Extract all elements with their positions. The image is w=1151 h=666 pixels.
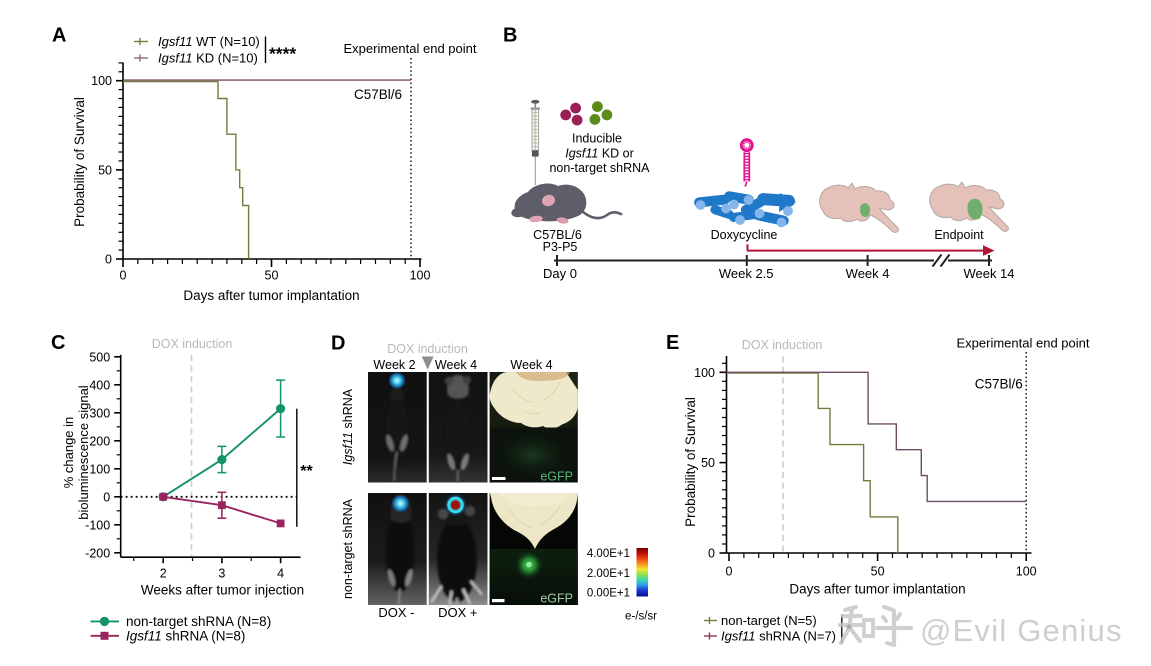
svg-text:Inducible: Inducible xyxy=(572,132,622,146)
svg-text:4.00E+1: 4.00E+1 xyxy=(587,548,630,560)
svg-text:e-/s/sr: e-/s/sr xyxy=(625,611,657,623)
svg-text:Days after tumor implantation: Days after tumor implantation xyxy=(789,582,965,597)
svg-text:DOX +: DOX + xyxy=(438,605,477,620)
svg-text:100: 100 xyxy=(1016,565,1037,579)
svg-text:P3-P5: P3-P5 xyxy=(543,240,578,254)
svg-text:B: B xyxy=(503,25,517,47)
svg-text:Experimental end point: Experimental end point xyxy=(957,336,1090,351)
svg-text:C: C xyxy=(51,332,65,354)
svg-text:**: ** xyxy=(300,463,313,480)
svg-text:400: 400 xyxy=(89,378,110,392)
svg-text:% change in: % change in xyxy=(61,417,76,489)
svg-text:Probability of Survival: Probability of Survival xyxy=(72,97,87,227)
svg-text:Week 4: Week 4 xyxy=(846,266,890,281)
svg-text:4: 4 xyxy=(277,567,284,581)
svg-text:-100: -100 xyxy=(85,518,110,532)
svg-text:Endpoint: Endpoint xyxy=(934,228,984,242)
svg-text:Week 2: Week 2 xyxy=(373,358,415,372)
svg-text:-200: -200 xyxy=(85,546,110,560)
svg-text:Experimental end point: Experimental end point xyxy=(344,41,477,56)
svg-text:0: 0 xyxy=(708,547,715,561)
svg-text:100: 100 xyxy=(694,366,715,380)
svg-text:0: 0 xyxy=(103,490,110,504)
svg-text:200: 200 xyxy=(89,434,110,448)
svg-text:E: E xyxy=(666,332,679,354)
svg-text:non-target shRNA: non-target shRNA xyxy=(549,161,650,175)
svg-text:2: 2 xyxy=(160,567,167,581)
svg-text:Days after tumor implantation: Days after tumor implantation xyxy=(183,288,359,303)
svg-text:Igsf11 KD (N=10): Igsf11 KD (N=10) xyxy=(158,51,258,66)
svg-text:@Evil Genius: @Evil Genius xyxy=(920,613,1123,648)
svg-text:Week 4: Week 4 xyxy=(510,358,552,372)
svg-text:100: 100 xyxy=(91,74,112,88)
svg-text:Week 14: Week 14 xyxy=(963,266,1014,281)
svg-text:3: 3 xyxy=(218,567,225,581)
svg-text:C57BL/6: C57BL/6 xyxy=(533,228,582,242)
svg-text:non-target shRNA: non-target shRNA xyxy=(341,498,355,599)
svg-text:500: 500 xyxy=(89,350,110,364)
svg-text:Weeks after tumor injection: Weeks after tumor injection xyxy=(141,583,304,598)
svg-text:Igsf11 shRNA (N=8): Igsf11 shRNA (N=8) xyxy=(126,628,245,643)
svg-text:50: 50 xyxy=(701,456,715,470)
svg-text:D: D xyxy=(331,333,345,355)
svg-text:100: 100 xyxy=(410,269,431,283)
svg-text:C57Bl/6: C57Bl/6 xyxy=(975,377,1023,392)
svg-text:Igsf11 WT (N=10): Igsf11 WT (N=10) xyxy=(158,34,260,49)
svg-text:eGFP: eGFP xyxy=(540,592,573,606)
svg-text:A: A xyxy=(52,25,66,47)
svg-text:non-target (N=5): non-target (N=5) xyxy=(721,613,817,628)
svg-text:DOX -: DOX - xyxy=(378,605,414,620)
svg-text:0: 0 xyxy=(726,565,733,579)
svg-text:0: 0 xyxy=(120,269,127,283)
svg-text:DOX induction: DOX induction xyxy=(742,338,823,352)
svg-text:DOX induction: DOX induction xyxy=(387,342,468,356)
svg-text:Igsf11 shRNA: Igsf11 shRNA xyxy=(341,388,355,465)
svg-text:Week 4: Week 4 xyxy=(435,358,477,372)
svg-text:0.00E+1: 0.00E+1 xyxy=(587,588,630,600)
svg-text:Igsf11 KD or: Igsf11 KD or xyxy=(565,146,634,160)
svg-text:Doxycycline: Doxycycline xyxy=(711,228,778,242)
svg-text:2.00E+1: 2.00E+1 xyxy=(587,568,630,580)
svg-text:100: 100 xyxy=(89,462,110,476)
svg-text:Igsf11 shRNA (N=7): Igsf11 shRNA (N=7) xyxy=(721,629,836,644)
svg-text:C57Bl/6: C57Bl/6 xyxy=(354,87,402,102)
svg-text:****: **** xyxy=(269,44,296,64)
svg-text:50: 50 xyxy=(98,163,112,177)
svg-text:50: 50 xyxy=(265,269,279,283)
svg-text:eGFP: eGFP xyxy=(540,470,573,484)
svg-text:DOX induction: DOX induction xyxy=(152,337,233,351)
svg-text:non-target shRNA (N=8): non-target shRNA (N=8) xyxy=(126,614,271,629)
svg-text:Probability of Survival: Probability of Survival xyxy=(683,397,698,527)
svg-text:50: 50 xyxy=(871,565,885,579)
svg-text:Day 0: Day 0 xyxy=(543,266,577,281)
svg-text:bioluminescence signal: bioluminescence signal xyxy=(76,385,91,520)
svg-text:0: 0 xyxy=(105,253,112,267)
svg-text:Week 2.5: Week 2.5 xyxy=(719,266,774,281)
svg-text:300: 300 xyxy=(89,406,110,420)
